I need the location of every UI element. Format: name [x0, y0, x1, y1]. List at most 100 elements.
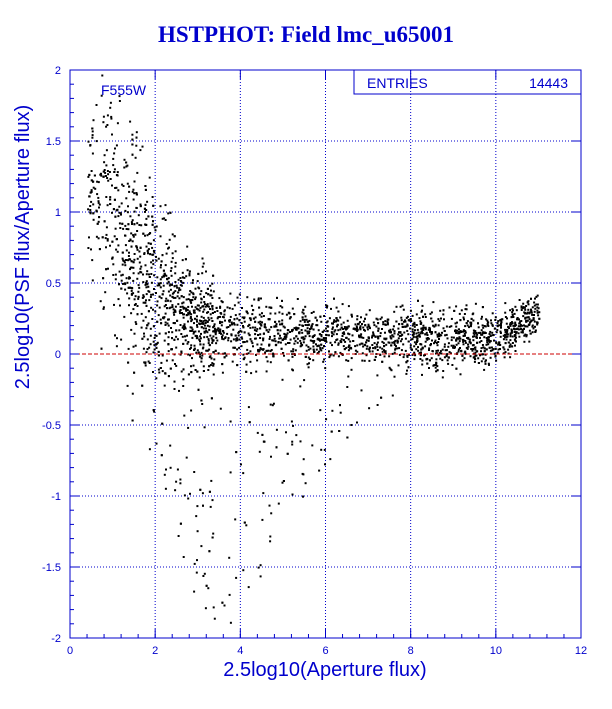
data-point — [243, 341, 246, 343]
data-point — [295, 434, 298, 437]
data-point — [519, 323, 522, 326]
data-point — [102, 175, 105, 178]
data-point — [182, 313, 185, 316]
y-tick-label: -0.5 — [42, 420, 61, 432]
data-point — [115, 186, 118, 189]
data-point — [395, 345, 397, 348]
data-point — [512, 309, 514, 312]
data-point — [152, 340, 155, 343]
data-point — [207, 338, 210, 341]
data-point — [249, 350, 252, 353]
data-point — [474, 302, 477, 305]
data-point — [384, 352, 387, 355]
data-point — [532, 318, 535, 321]
data-point — [219, 306, 222, 309]
data-point — [219, 330, 222, 333]
data-point — [202, 504, 204, 507]
data-point — [222, 316, 225, 319]
data-point — [333, 319, 336, 322]
data-point — [240, 322, 243, 325]
data-point — [164, 324, 167, 326]
data-point — [513, 335, 516, 338]
data-point — [436, 344, 439, 347]
data-point — [216, 328, 219, 331]
data-point — [442, 370, 445, 372]
data-point — [164, 204, 167, 207]
data-point — [445, 333, 448, 336]
data-point — [98, 206, 100, 209]
data-point — [148, 362, 151, 364]
data-point — [180, 295, 183, 298]
data-point — [253, 298, 256, 301]
data-point — [140, 312, 143, 315]
data-point — [135, 193, 138, 196]
data-point — [421, 373, 423, 376]
data-point — [505, 338, 508, 341]
data-point — [424, 345, 427, 348]
data-point — [157, 257, 160, 260]
data-point — [247, 586, 250, 589]
data-point — [297, 327, 300, 330]
data-point — [289, 316, 292, 319]
data-point — [426, 337, 429, 339]
data-point — [283, 332, 286, 335]
data-point — [302, 308, 305, 311]
data-point — [510, 323, 513, 326]
data-point — [431, 320, 434, 323]
data-point — [525, 312, 528, 315]
data-point — [469, 342, 472, 345]
data-point — [324, 463, 326, 466]
chart-title: HSTPHOT: Field lmc_u65001 — [157, 22, 455, 47]
data-point — [307, 366, 310, 369]
data-point — [145, 223, 148, 226]
data-point — [356, 344, 359, 347]
data-point — [102, 307, 105, 310]
data-point — [520, 331, 523, 334]
data-point — [304, 324, 307, 326]
data-point — [505, 322, 508, 325]
data-point — [443, 345, 446, 348]
data-point — [391, 352, 394, 355]
data-point — [200, 315, 203, 318]
data-point — [212, 290, 215, 293]
data-point — [108, 171, 111, 173]
data-point — [196, 505, 199, 508]
data-point — [151, 223, 154, 226]
data-point — [188, 270, 191, 273]
data-point — [130, 328, 133, 331]
data-point — [142, 281, 145, 284]
data-point — [170, 267, 173, 270]
data-point — [281, 312, 284, 315]
data-point — [506, 328, 509, 331]
data-point — [266, 360, 269, 363]
data-point — [261, 433, 264, 436]
data-point — [509, 343, 512, 346]
data-point — [389, 368, 392, 371]
data-point — [166, 299, 169, 302]
x-tick-label: 0 — [67, 645, 73, 657]
data-point — [109, 203, 112, 205]
data-point — [105, 149, 108, 152]
data-point — [496, 322, 499, 325]
data-point — [216, 339, 219, 342]
data-point — [129, 120, 132, 123]
data-point — [146, 338, 149, 341]
data-point — [131, 287, 134, 290]
data-point — [372, 321, 375, 324]
data-point — [366, 326, 369, 329]
data-point — [207, 293, 210, 296]
data-point — [206, 287, 209, 290]
data-point — [475, 354, 478, 357]
data-point — [236, 339, 239, 342]
data-point — [398, 323, 401, 326]
data-point — [482, 346, 485, 349]
data-point — [212, 606, 215, 609]
data-point — [243, 331, 246, 334]
data-point — [292, 348, 295, 351]
data-point — [129, 238, 132, 241]
data-point — [362, 326, 365, 329]
data-point — [148, 276, 151, 278]
data-point — [499, 348, 501, 350]
data-point — [429, 330, 431, 333]
data-point — [123, 282, 126, 285]
